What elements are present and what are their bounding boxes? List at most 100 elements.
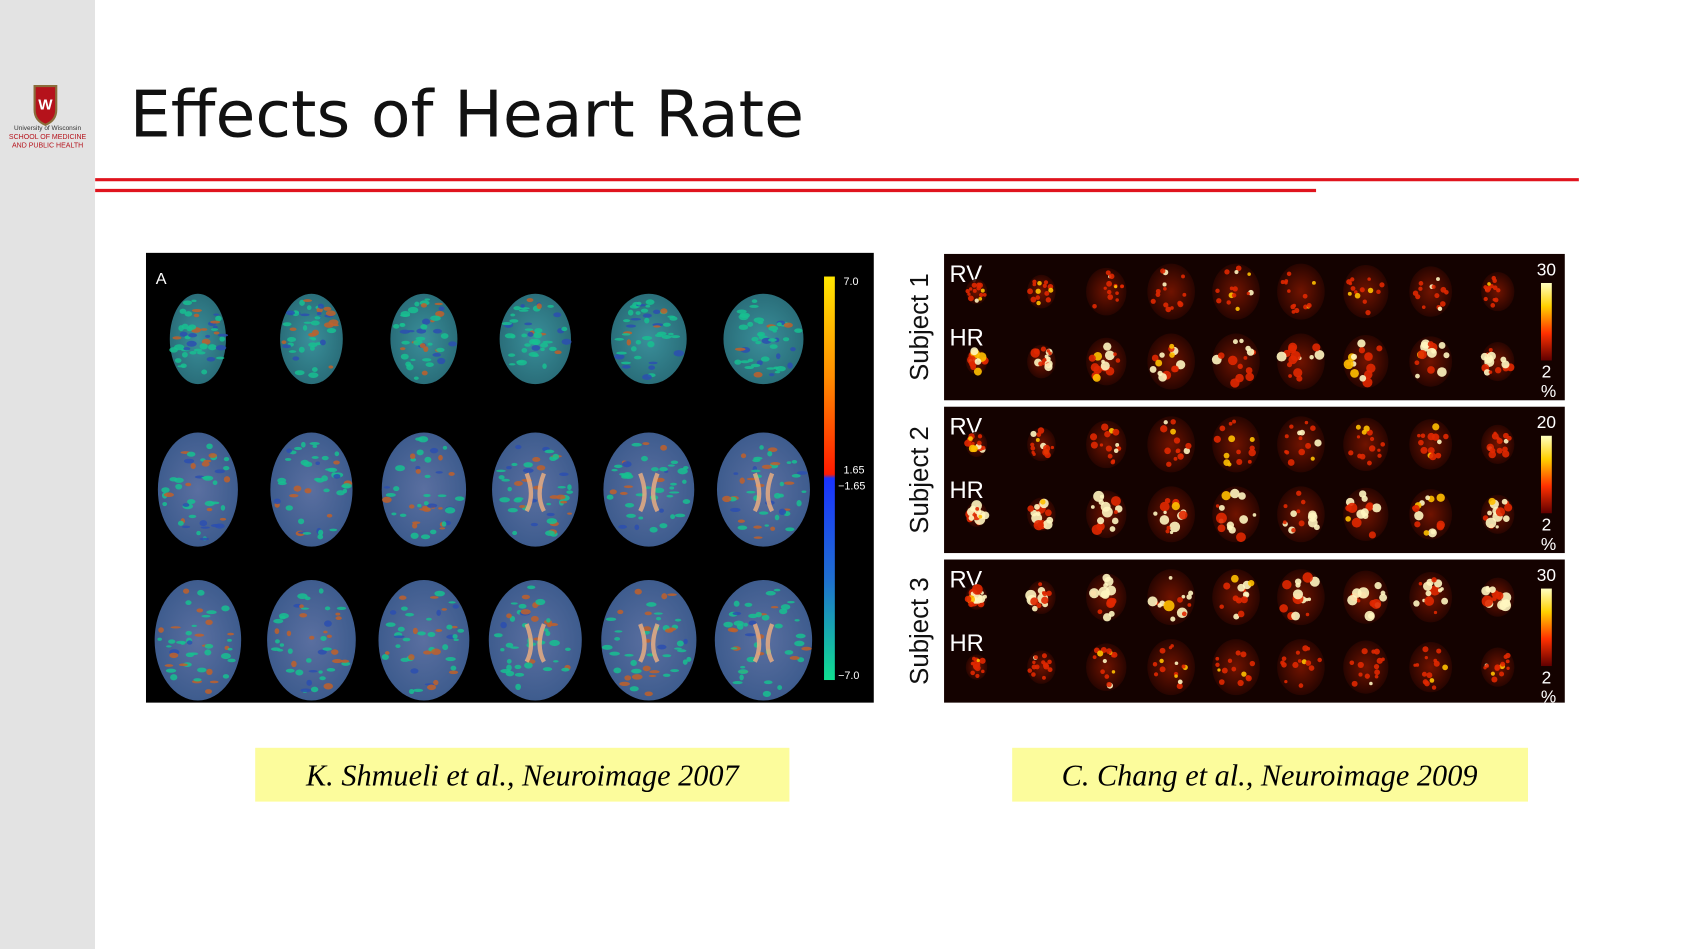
activation-blob [1216, 298, 1222, 304]
activation-blob [1288, 374, 1292, 378]
brain-texture [616, 351, 627, 355]
activation-blob [1249, 660, 1256, 667]
brain-texture [510, 313, 516, 317]
activation-blob [1305, 442, 1312, 449]
brain-texture [176, 640, 187, 644]
brain-texture [753, 456, 763, 460]
brain-texture [434, 302, 443, 306]
activation-blob [1163, 510, 1167, 515]
row-label: HR [949, 631, 983, 657]
activation-blob [1038, 361, 1043, 367]
brain-texture [644, 611, 652, 616]
activation-blob [1158, 373, 1167, 382]
activation-blob [1217, 668, 1221, 672]
activation-blob [1224, 269, 1230, 275]
brain-texture [199, 537, 210, 541]
brain-texture [323, 322, 334, 328]
activation-blob [1354, 290, 1358, 294]
activation-blob [1287, 459, 1295, 466]
activation-blob [1101, 423, 1109, 431]
activation-blob [1159, 666, 1166, 673]
activation-blob [1431, 577, 1437, 583]
brain-texture [319, 676, 326, 681]
activation-blob [1159, 515, 1170, 525]
brain-texture [546, 518, 558, 525]
activation-blob [1186, 594, 1192, 600]
brain-texture [734, 347, 746, 351]
activation-blob [1487, 282, 1491, 286]
activation-blob [978, 514, 983, 519]
brain-texture [795, 633, 806, 639]
activation-blob [1429, 585, 1441, 596]
brain-texture [755, 340, 762, 345]
activation-blob [1489, 586, 1496, 593]
activation-blob [1412, 504, 1420, 513]
activation-blob [1373, 648, 1380, 655]
activation-blob [1304, 420, 1309, 425]
activation-blob [1432, 423, 1440, 431]
brain-texture [408, 688, 415, 695]
brain-texture [755, 611, 762, 618]
logo: W University of Wisconsin SCHOOL OF MEDI… [9, 85, 87, 149]
side-bar [0, 0, 95, 949]
brain-texture [438, 507, 443, 510]
activation-blob [1418, 439, 1424, 446]
brain-texture [435, 310, 445, 318]
brain-texture [511, 462, 518, 467]
activation-blob [975, 673, 980, 678]
brain-texture [510, 602, 518, 605]
brain-slice [381, 432, 467, 547]
activation-blob [1230, 488, 1240, 499]
activation-blob [1170, 428, 1176, 435]
activation-blob [1295, 650, 1301, 655]
brain-texture [722, 495, 732, 503]
logo-text: AND PUBLIC HEALTH [12, 142, 83, 149]
activation-blob [1035, 295, 1041, 300]
brain-texture [407, 306, 419, 314]
activation-blob [1414, 521, 1421, 528]
brain-texture [669, 316, 678, 321]
brain-texture [784, 650, 794, 655]
brain-texture [318, 529, 324, 536]
brain-texture [748, 613, 758, 619]
activation-blob [1296, 490, 1302, 496]
activation-blob [1354, 292, 1361, 299]
brain-texture [201, 461, 210, 467]
activation-blob [1292, 303, 1297, 308]
activation-blob [1046, 516, 1054, 524]
brain-texture [526, 298, 534, 303]
activation-blob [1182, 292, 1187, 297]
brain-texture [630, 318, 642, 321]
brain-texture [794, 640, 805, 647]
activation-blob [1504, 503, 1513, 512]
activation-blob [1503, 438, 1509, 444]
activation-blob [1166, 461, 1172, 467]
brain-texture [727, 627, 736, 632]
brain-texture [431, 648, 441, 655]
activation-blob [1101, 506, 1113, 518]
activation-blob [1287, 289, 1291, 293]
activation-blob [1367, 612, 1375, 620]
activation-blob [1230, 574, 1239, 583]
brain-texture [180, 363, 187, 368]
activation-blob [1218, 679, 1225, 685]
brain-texture [783, 481, 795, 485]
brain-texture [426, 617, 432, 621]
brain-slice [169, 293, 227, 385]
activation-blob [1372, 503, 1382, 513]
activation-blob [1417, 433, 1421, 438]
brain-texture [450, 665, 457, 671]
brain-texture [185, 600, 192, 606]
activation-blob [1215, 662, 1220, 667]
brain-texture [546, 512, 555, 517]
activation-blob [1228, 526, 1236, 534]
activation-blob [968, 436, 973, 441]
logo-mark: W [38, 97, 53, 114]
activation-blob [1215, 512, 1227, 524]
activation-slice [1147, 333, 1195, 390]
brain-texture [523, 462, 533, 468]
activation-blob [1379, 282, 1385, 288]
activation-blob [1374, 582, 1382, 590]
brain-texture [219, 517, 227, 521]
